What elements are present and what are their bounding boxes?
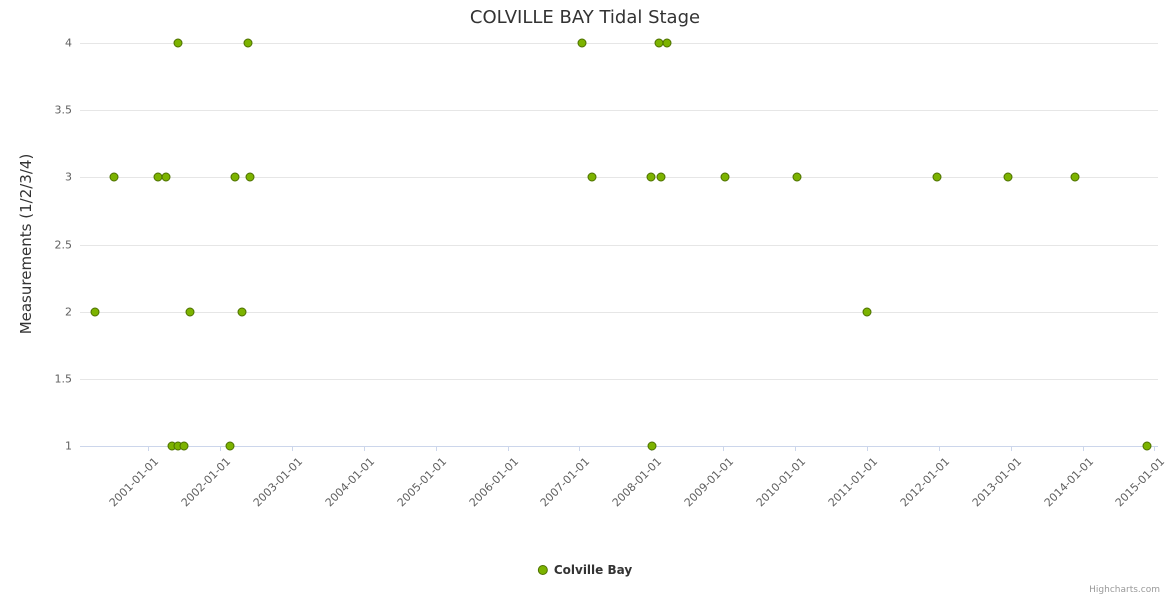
highcharts-credits[interactable]: Highcharts.com: [1089, 585, 1160, 595]
y-tick-label: 1.5: [54, 372, 73, 386]
x-axis-line: [80, 446, 1158, 447]
x-tick-mark: [1154, 446, 1156, 451]
x-tick-mark: [579, 446, 581, 451]
data-point[interactable]: [862, 307, 872, 317]
x-tick-label: 2003-01-01: [250, 455, 306, 510]
x-tick-mark: [723, 446, 725, 451]
data-point[interactable]: [173, 38, 183, 48]
y-tick-label: 2.5: [54, 238, 73, 251]
x-tick-label: 2002-01-01: [178, 455, 234, 510]
data-point[interactable]: [646, 172, 656, 182]
x-tick-label: 2010-01-01: [753, 455, 809, 510]
data-point[interactable]: [109, 172, 119, 182]
x-tick-label: 2001-01-01: [107, 455, 162, 510]
x-tick-mark: [866, 446, 868, 451]
legend-marker-icon: [537, 565, 548, 575]
x-tick-mark: [1010, 446, 1012, 451]
data-point[interactable]: [185, 307, 195, 317]
data-point[interactable]: [720, 172, 730, 182]
data-point[interactable]: [90, 307, 100, 317]
chart-title: COLVILLE BAY Tidal Stage: [469, 7, 701, 28]
x-tick-mark: [435, 446, 437, 451]
x-tick-label: 2008-01-01: [610, 455, 665, 510]
data-point[interactable]: [237, 307, 247, 317]
data-point[interactable]: [577, 38, 587, 48]
y-gridline: [80, 177, 1158, 179]
data-point[interactable]: [243, 38, 253, 48]
y-tick-label: 4: [65, 36, 72, 50]
legend-item-colville-bay[interactable]: Colville Bay: [537, 563, 633, 577]
data-point[interactable]: [656, 172, 666, 182]
data-point[interactable]: [230, 172, 240, 182]
y-gridline: [80, 311, 1158, 313]
data-point[interactable]: [225, 441, 235, 451]
x-tick-label: 2013-01-01: [969, 455, 1024, 510]
x-tick-label: 2004-01-01: [322, 455, 378, 510]
x-tick-label: 2009-01-01: [681, 455, 737, 510]
y-tick-label: 3: [65, 170, 72, 184]
x-tick-label: 2012-01-01: [897, 455, 952, 510]
data-point[interactable]: [1142, 441, 1151, 451]
y-gridline: [80, 378, 1158, 380]
data-point[interactable]: [662, 38, 672, 48]
data-point[interactable]: [1003, 172, 1013, 182]
data-point[interactable]: [792, 172, 802, 182]
data-point[interactable]: [932, 172, 942, 182]
x-tick-label: 2007-01-01: [538, 455, 593, 510]
y-gridline: [80, 244, 1158, 246]
y-gridline: [80, 110, 1158, 112]
x-tick-mark: [220, 446, 222, 451]
y-tick-label: 3.5: [54, 103, 73, 117]
data-point[interactable]: [647, 441, 657, 451]
x-tick-mark: [148, 446, 150, 451]
data-point[interactable]: [245, 172, 255, 182]
data-point[interactable]: [179, 441, 189, 451]
data-point[interactable]: [1070, 172, 1080, 182]
x-tick-mark: [507, 446, 509, 451]
y-gridline: [80, 43, 1158, 44]
x-tick-mark: [363, 446, 365, 451]
x-tick-mark: [1082, 446, 1084, 451]
x-tick-mark: [795, 446, 797, 451]
x-tick-label: 2005-01-01: [394, 455, 449, 510]
x-tick-mark: [292, 446, 293, 451]
y-tick-label: 2: [65, 305, 72, 319]
data-point[interactable]: [587, 172, 597, 182]
x-tick-label: 2015-01-01: [1113, 455, 1168, 510]
x-tick-label: 2006-01-01: [466, 455, 521, 510]
legend-label: Colville Bay: [553, 563, 633, 577]
y-tick-label: 1: [65, 439, 72, 453]
data-point[interactable]: [161, 172, 171, 182]
x-tick-mark: [938, 446, 940, 451]
x-tick-label: 2014-01-01: [1041, 455, 1096, 510]
x-tick-label: 2011-01-01: [825, 455, 881, 510]
